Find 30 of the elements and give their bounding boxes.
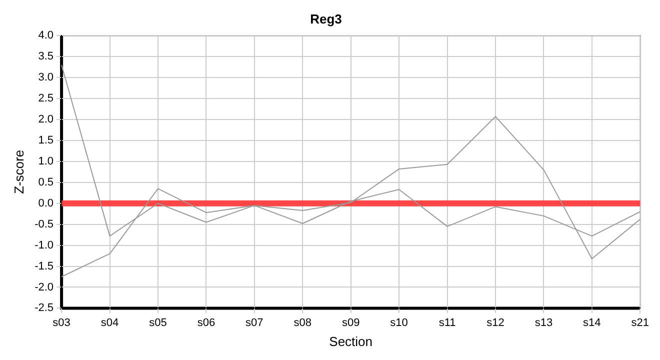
x-tick-label: s13 — [534, 316, 553, 329]
y-tick-label: -2.0 — [34, 281, 54, 294]
x-tick-label: s14 — [583, 316, 601, 329]
y-tick-label: 4.0 — [38, 30, 54, 42]
y-tick-label: 0.5 — [38, 176, 54, 188]
x-tick-label: s07 — [246, 316, 264, 329]
y-tick-label: 1.5 — [38, 134, 54, 146]
x-tick-label: s21 — [631, 316, 650, 329]
x-tick-label: s09 — [342, 316, 360, 329]
chart-title: Reg3 — [310, 11, 342, 26]
x-tick-label: s05 — [149, 316, 167, 329]
y-tick-label: 3.5 — [38, 50, 54, 63]
x-tick-label: s08 — [294, 316, 312, 329]
x-axis-title: Section — [329, 334, 373, 349]
y-tick-label: -1.5 — [34, 260, 54, 272]
x-tick-label: s06 — [197, 316, 216, 329]
y-tick-label: 2.0 — [38, 114, 54, 126]
y-tick-label: 3.0 — [38, 72, 54, 84]
x-tick-label: s03 — [52, 316, 70, 329]
x-tick-label: s12 — [486, 316, 504, 329]
y-tick-label: -2.5 — [34, 302, 54, 314]
y-tick-label: 0.0 — [38, 197, 54, 210]
y-tick-label: 2.5 — [38, 92, 54, 105]
y-axis-title: Z-score — [11, 150, 26, 194]
x-tick-label: s11 — [438, 316, 456, 329]
x-tick-label: s10 — [390, 316, 408, 329]
y-tick-label: -0.5 — [34, 218, 54, 230]
x-tick-label: s04 — [100, 316, 119, 329]
y-tick-label: -1.0 — [34, 239, 54, 252]
y-tick-label: 1.0 — [38, 155, 54, 168]
